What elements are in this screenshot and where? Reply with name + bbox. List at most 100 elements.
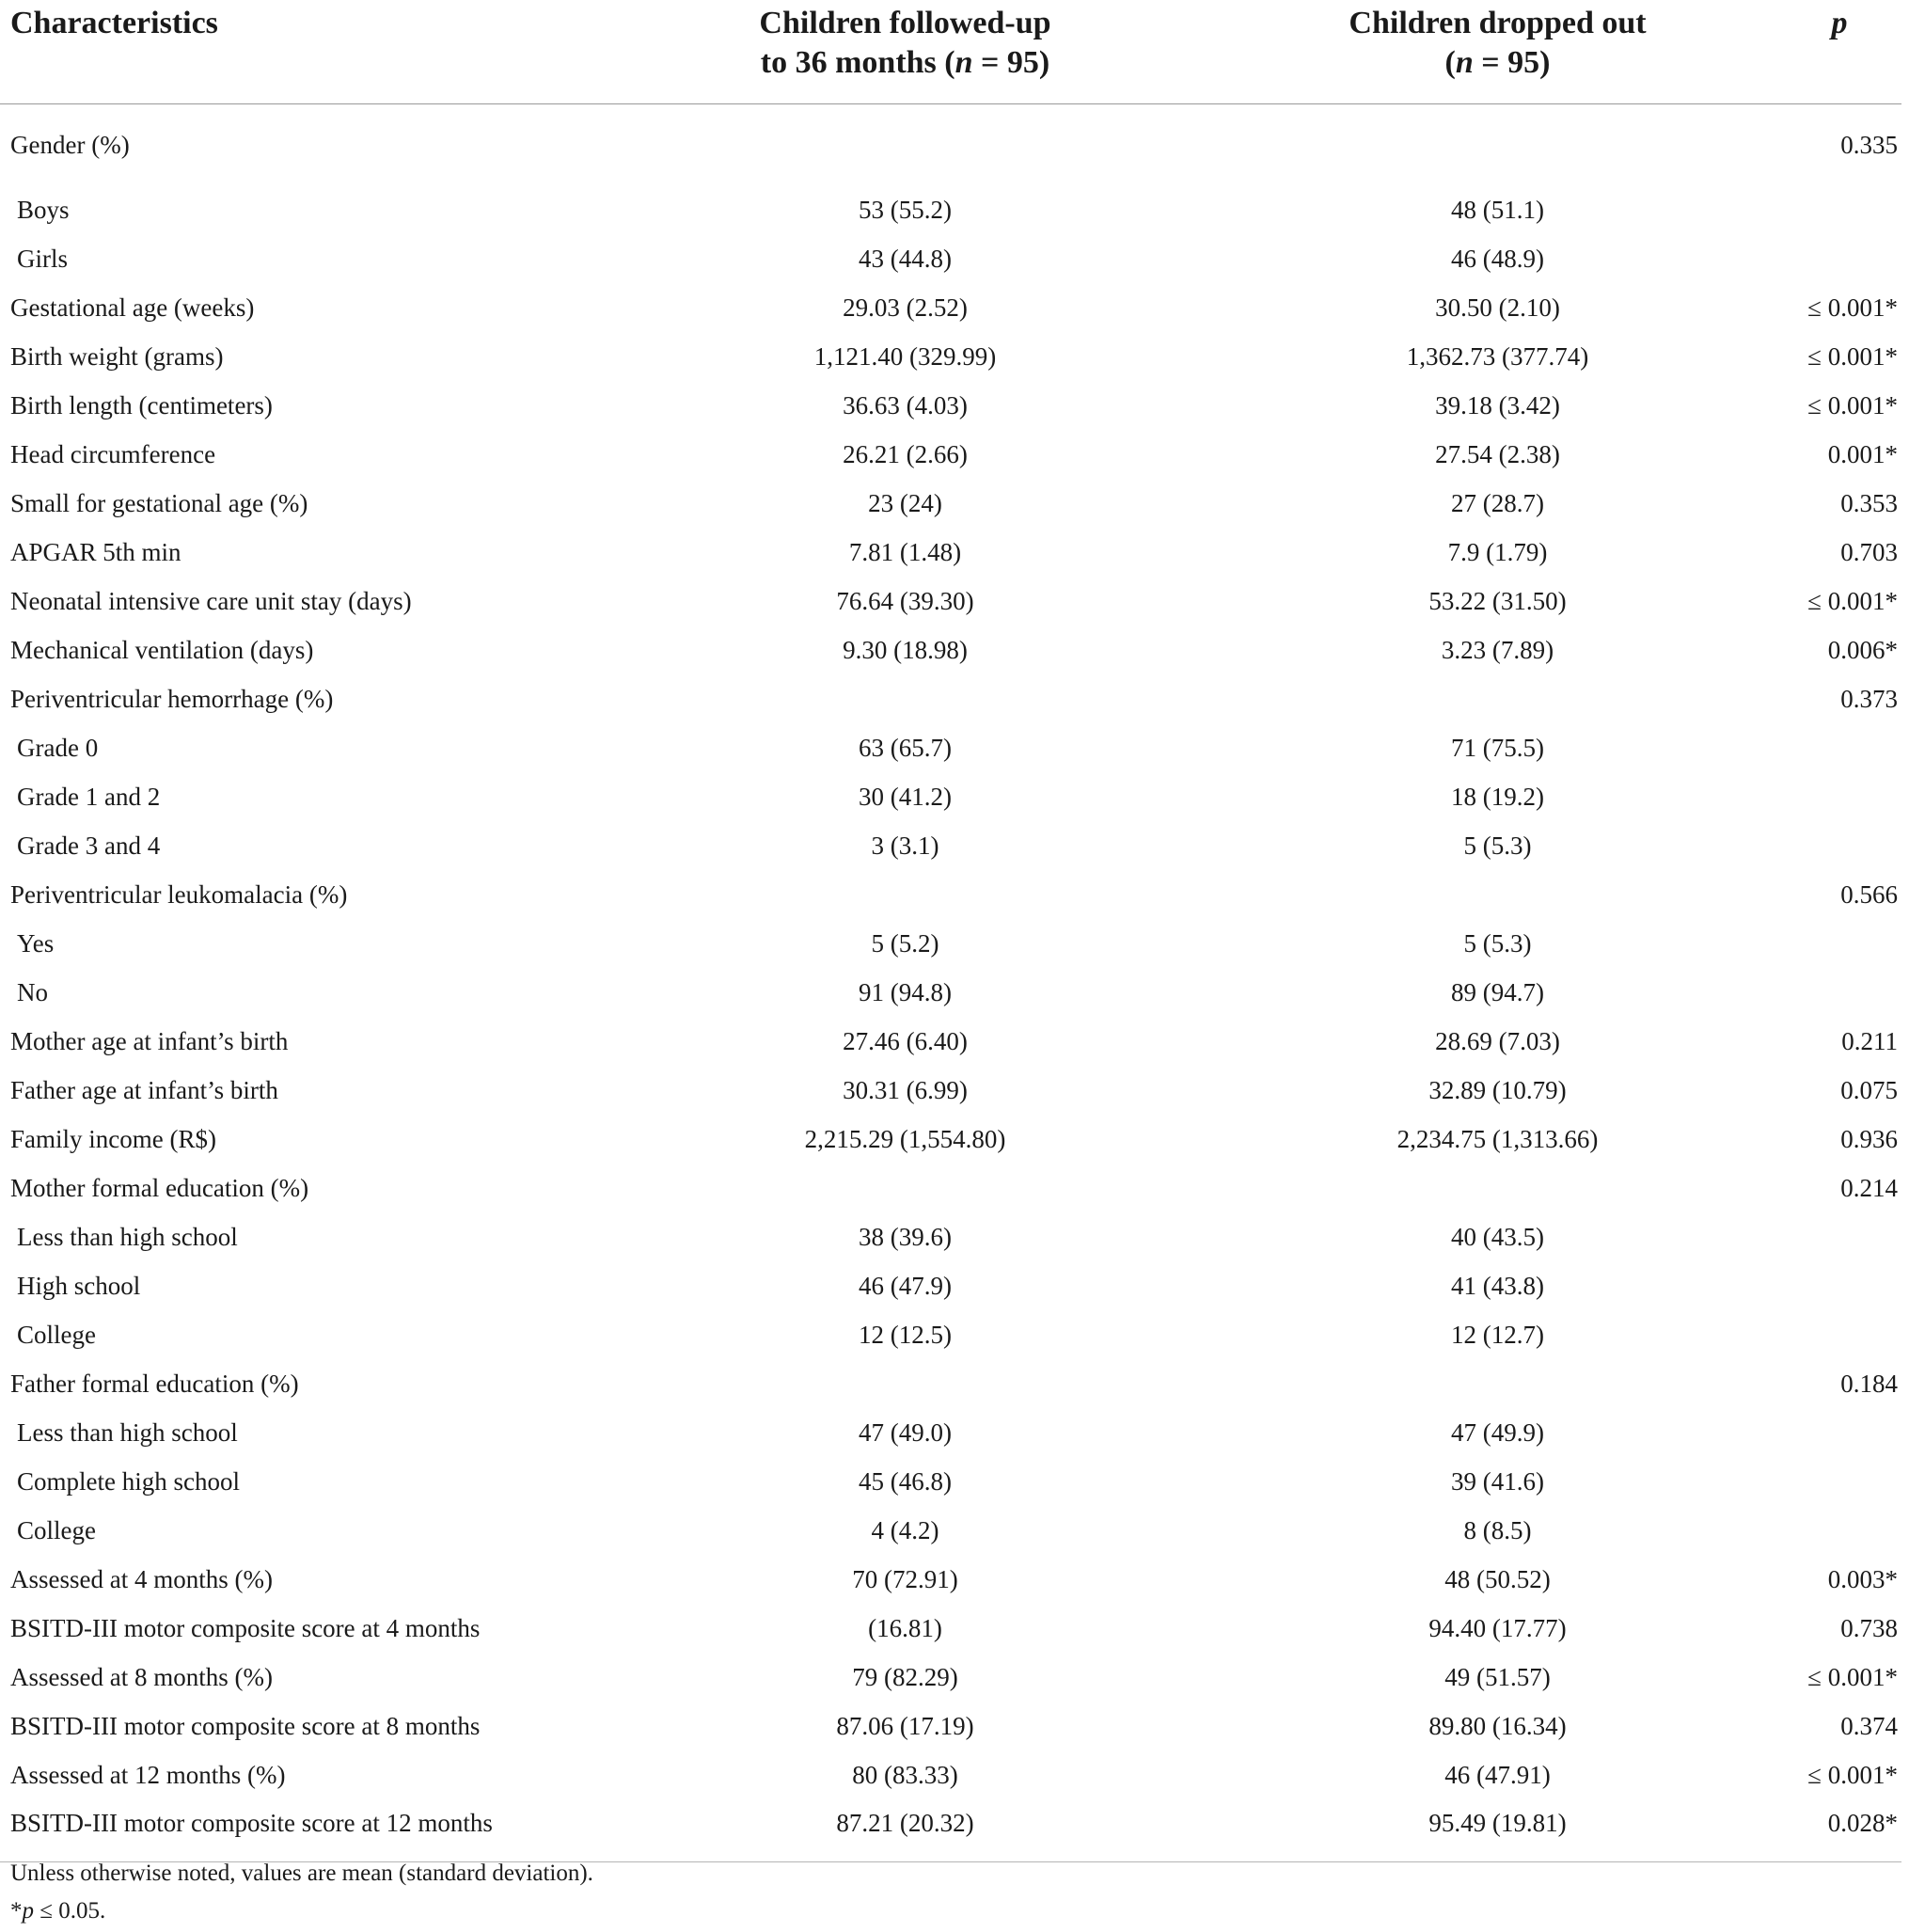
row-p-value: 0.001* — [1827, 439, 1898, 468]
row-p-value — [1768, 1457, 1901, 1506]
footnote-p: p — [22, 1898, 35, 1924]
row-p-value — [1768, 234, 1901, 283]
row-characteristic: Periventricular leukomalacia (%) — [10, 879, 348, 909]
table-row: APGAR 5th min 7.81 (1.48) 7.9 (1.79) 0.703 — [0, 528, 1901, 577]
header-followed-n: n — [954, 45, 973, 80]
row-characteristic: Mother age at infant’s birth — [10, 1026, 289, 1055]
characteristics-table: Characteristics Children followed-up to … — [0, 0, 1901, 1862]
row-followed-value — [696, 104, 1114, 186]
row-p-value — [1768, 1506, 1901, 1555]
row-characteristic: Periventricular hemorrhage (%) — [10, 684, 334, 713]
row-dropped-value: 28.69 (7.03) — [1435, 1026, 1560, 1055]
row-characteristic: Birth weight (grams) — [10, 341, 224, 371]
row-characteristic: Gestational age (weeks) — [10, 293, 255, 322]
row-p-value: ≤ 0.001* — [1807, 1662, 1898, 1691]
row-followed-value: 9.30 (18.98) — [843, 635, 968, 664]
header-dropped-n: n — [1455, 45, 1474, 80]
table-row: Boys 53 (55.2) 48 (51.1) — [0, 185, 1901, 234]
row-p-value: 0.373 — [1840, 684, 1898, 713]
row-dropped-value: 7.9 (1.79) — [1447, 537, 1548, 566]
header-dropped-line1: Children dropped out — [1349, 6, 1647, 40]
header-followed-post: = 95) — [972, 45, 1050, 80]
row-p-value: 0.006* — [1827, 635, 1898, 664]
row-characteristic: Birth length (centimeters) — [10, 390, 273, 420]
table-row: Mechanical ventilation (days) 9.30 (18.98… — [0, 626, 1901, 674]
table-row: Mother age at infant’s birth 27.46 (6.40)… — [0, 1017, 1901, 1066]
table-row: College 4 (4.2) 8 (8.5) — [0, 1506, 1901, 1555]
row-followed-value: 5 (5.2) — [871, 928, 939, 958]
row-dropped-value: 94.40 (17.77) — [1428, 1613, 1567, 1642]
row-dropped-value: 53.22 (31.50) — [1428, 586, 1567, 615]
footnote-significance: *p ≤ 0.05. — [10, 1892, 593, 1930]
header-followed-up: Children followed-up to 36 months (n = 9… — [696, 0, 1114, 104]
row-p-value: ≤ 0.001* — [1807, 586, 1898, 615]
row-dropped-value: 48 (50.52) — [1444, 1564, 1551, 1593]
row-followed-value: 47 (49.0) — [859, 1417, 952, 1447]
row-p-value — [1768, 1212, 1901, 1261]
row-dropped-value: 95.49 (19.81) — [1114, 1799, 1768, 1862]
table-row: BSITD-III motor composite score at 4 mon… — [0, 1604, 1901, 1653]
row-followed-value: 12 (12.5) — [859, 1320, 952, 1349]
header-p-value: p — [1768, 0, 1901, 104]
table-row: No 91 (94.8) 89 (94.7) — [0, 968, 1901, 1017]
row-dropped-value: 71 (75.5) — [1451, 733, 1544, 762]
row-followed-value: 43 (44.8) — [859, 244, 952, 273]
table-body: Gender (%) 0.335 Boys 53 (55.2) 48 (51.1) Gir… — [0, 104, 1901, 1862]
row-characteristic: Head circumference — [10, 439, 216, 468]
row-followed-value — [696, 870, 1114, 919]
row-p-value: ≤ 0.001* — [1807, 1760, 1898, 1789]
table-row: Mother formal education (%) 0.214 — [0, 1164, 1901, 1212]
row-dropped-value: 5 (5.3) — [1463, 831, 1532, 860]
row-characteristic: Less than high school — [17, 1222, 238, 1251]
row-followed-value: 76.64 (39.30) — [836, 586, 974, 615]
table-row: College 12 (12.5) 12 (12.7) — [0, 1310, 1901, 1359]
row-dropped-value: 1,362.73 (377.74) — [1406, 341, 1589, 371]
table-footnotes: Unless otherwise noted, values are mean … — [10, 1855, 593, 1930]
row-dropped-value — [1114, 104, 1768, 186]
table-row: Assessed at 8 months (%) 79 (82.29) 49 (51… — [0, 1653, 1901, 1702]
row-dropped-value: 27 (28.7) — [1451, 488, 1544, 517]
table-row: Complete high school 45 (46.8) 39 (41.6) — [0, 1457, 1901, 1506]
row-followed-value: 36.63 (4.03) — [843, 390, 968, 420]
table-row: Father age at infant’s birth 30.31 (6.99)… — [0, 1066, 1901, 1115]
row-dropped-value: 47 (49.9) — [1451, 1417, 1544, 1447]
table-row: Neonatal intensive care unit stay (days)… — [0, 577, 1901, 626]
row-characteristic: Mother formal education (%) — [10, 1173, 309, 1202]
row-followed-value: 87.06 (17.19) — [836, 1711, 974, 1740]
row-dropped-value: 40 (43.5) — [1451, 1222, 1544, 1251]
table-row: BSITD-III motor composite score at 12 mo… — [0, 1799, 1901, 1862]
table-row: Birth weight (grams) 1,121.40 (329.99) 1,3… — [0, 332, 1901, 381]
footnote-definition: Unless otherwise noted, values are mean … — [10, 1861, 593, 1886]
table-row: Girls 43 (44.8) 46 (48.9) — [0, 234, 1901, 283]
row-characteristic: Small for gestational age (%) — [10, 488, 308, 517]
row-dropped-value: 46 (47.91) — [1444, 1760, 1551, 1789]
table-row: Gestational age (weeks) 29.03 (2.52) 30.50… — [0, 283, 1901, 332]
row-followed-value: 53 (55.2) — [859, 195, 952, 224]
header-row: Characteristics Children followed-up to … — [0, 0, 1901, 104]
header-characteristics: Characteristics — [0, 0, 696, 104]
row-p-value: ≤ 0.001* — [1807, 341, 1898, 371]
row-p-value — [1768, 772, 1901, 821]
row-dropped-value: 5 (5.3) — [1463, 928, 1532, 958]
table-row: Birth length (centimeters) 36.63 (4.03) 39… — [0, 381, 1901, 430]
table-row: Less than high school 38 (39.6) 40 (43.5) — [0, 1212, 1901, 1261]
row-p-value — [1768, 1408, 1901, 1457]
row-characteristic: Father formal education (%) — [10, 1369, 299, 1398]
row-p-value — [1768, 1310, 1901, 1359]
row-p-value: 0.214 — [1840, 1173, 1898, 1202]
row-characteristic: Neonatal intensive care unit stay (days) — [10, 586, 412, 615]
row-followed-value — [696, 674, 1114, 723]
row-p-value — [1768, 185, 1901, 234]
row-followed-value — [696, 1164, 1114, 1212]
row-p-value: 0.075 — [1840, 1075, 1898, 1104]
table-row: Grade 0 63 (65.7) 71 (75.5) — [0, 723, 1901, 772]
row-characteristic: Family income (R$) — [10, 1124, 216, 1153]
table-row: High school 46 (47.9) 41 (43.8) — [0, 1261, 1901, 1310]
row-dropped-value: 27.54 (2.38) — [1435, 439, 1560, 468]
row-followed-value: 45 (46.8) — [859, 1466, 952, 1496]
row-followed-value — [696, 1359, 1114, 1408]
header-followed-pre: to 36 months ( — [760, 45, 955, 80]
header-dropped-line2: (n = 95) — [1227, 43, 1768, 83]
row-dropped-value: 49 (51.57) — [1444, 1662, 1551, 1691]
row-dropped-value: 12 (12.7) — [1451, 1320, 1544, 1349]
